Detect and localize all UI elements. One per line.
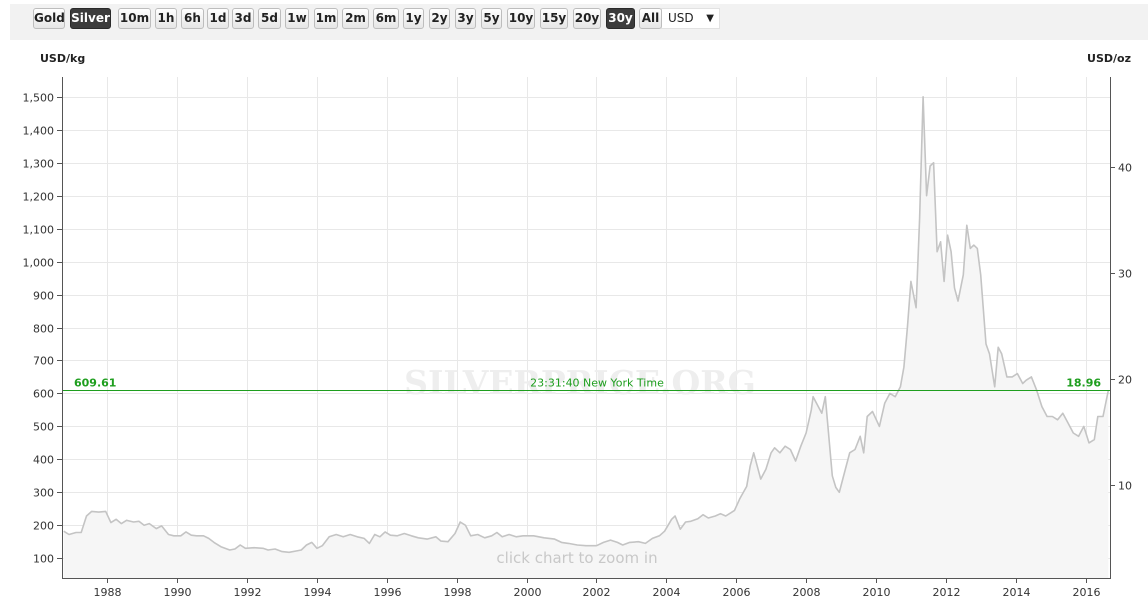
zoom-hint: click chart to zoom in xyxy=(496,549,657,567)
x-tick-label: 1996 xyxy=(374,586,402,599)
range-button-6m[interactable]: 6m xyxy=(373,8,399,29)
y-tick-label: 700 xyxy=(33,355,54,368)
y-right-tick-label: 30 xyxy=(1118,268,1132,281)
x-axis-ticks: 1988 1990 1992 1994 1996 1998 2000 2002 2004 2006… xyxy=(94,578,1101,599)
range-button-2y[interactable]: 2y xyxy=(429,8,450,29)
y-tick-label: 1,400 xyxy=(23,125,55,138)
range-button-1d[interactable]: 1d xyxy=(207,8,229,29)
x-tick-label: 2014 xyxy=(1003,586,1031,599)
x-tick-label: 2016 xyxy=(1073,586,1101,599)
chevron-down-icon: ▼ xyxy=(706,13,714,24)
x-tick-label: 2012 xyxy=(933,586,961,599)
currency-value: USD xyxy=(668,11,694,25)
range-button-5d[interactable]: 5d xyxy=(258,8,281,29)
price-area xyxy=(63,96,1109,579)
watermark: SILVERPRICE.ORG xyxy=(404,363,756,402)
y-tick-label: 900 xyxy=(33,290,54,303)
range-button-20y[interactable]: 20y xyxy=(573,8,601,29)
range-button-all[interactable]: All xyxy=(639,8,662,29)
y-tick-label: 1,300 xyxy=(23,158,55,171)
y-right-tick-label: 10 xyxy=(1118,480,1132,493)
y-tick-label: 200 xyxy=(33,520,54,533)
x-tick-label: 1994 xyxy=(304,586,332,599)
y-tick-label: 300 xyxy=(33,487,54,500)
y-right-tick-label: 40 xyxy=(1118,162,1132,175)
x-tick-label: 1998 xyxy=(444,586,472,599)
range-button-15y[interactable]: 15y xyxy=(540,8,568,29)
x-tick-label: 2008 xyxy=(793,586,821,599)
metal-button-silver[interactable]: Silver xyxy=(70,8,111,29)
y-tick-label: 1,500 xyxy=(23,92,55,105)
x-tick-label: 2000 xyxy=(514,586,542,599)
range-button-1y[interactable]: 1y xyxy=(403,8,424,29)
y-tick-label: 1,000 xyxy=(23,257,55,270)
left-axis-unit: USD/kg xyxy=(40,52,85,65)
y-tick-label: 1,100 xyxy=(23,224,55,237)
y-tick-label: 600 xyxy=(33,388,54,401)
range-button-10y[interactable]: 10y xyxy=(507,8,535,29)
range-button-3d[interactable]: 3d xyxy=(232,8,254,29)
y-tick-label: 1,200 xyxy=(23,191,55,204)
range-button-10m[interactable]: 10m xyxy=(118,8,151,29)
range-button-30y[interactable]: 30y xyxy=(606,8,635,29)
current-price-kg: 609.61 xyxy=(74,377,116,390)
x-tick-label: 2006 xyxy=(723,586,751,599)
y-tick-label: 100 xyxy=(33,553,54,566)
range-button-2m[interactable]: 2m xyxy=(342,8,369,29)
left-axis-ticks: 100 200 300 400 500 600 700 800 900 1,000 1,100 1,2… xyxy=(23,92,62,566)
y-right-tick-label: 20 xyxy=(1118,374,1132,387)
y-tick-label: 400 xyxy=(33,454,54,467)
right-axis-ticks: 10 20 30 40 xyxy=(1110,162,1132,493)
x-tick-label: 2002 xyxy=(583,586,611,599)
y-tick-label: 800 xyxy=(33,323,54,336)
range-button-5y[interactable]: 5y xyxy=(481,8,502,29)
range-button-1w[interactable]: 1w xyxy=(285,8,309,29)
right-axis-unit: USD/oz xyxy=(1087,52,1131,65)
range-button-1h[interactable]: 1h xyxy=(155,8,177,29)
metal-button-gold[interactable]: Gold xyxy=(33,8,65,29)
range-button-6h[interactable]: 6h xyxy=(181,8,204,29)
currency-select[interactable]: USD ▼ xyxy=(661,8,720,29)
y-tick-label: 500 xyxy=(33,421,54,434)
x-tick-label: 1992 xyxy=(234,586,262,599)
x-tick-label: 1990 xyxy=(164,586,192,599)
range-button-3y[interactable]: 3y xyxy=(455,8,476,29)
price-line xyxy=(63,96,1110,554)
x-tick-label: 1988 xyxy=(94,586,122,599)
range-button-1m[interactable]: 1m xyxy=(314,8,338,29)
current-time: 23:31:40 New York Time xyxy=(530,377,664,390)
x-tick-label: 2010 xyxy=(863,586,891,599)
x-tick-label: 2004 xyxy=(653,586,681,599)
current-price-oz: 18.96 xyxy=(1066,377,1101,390)
